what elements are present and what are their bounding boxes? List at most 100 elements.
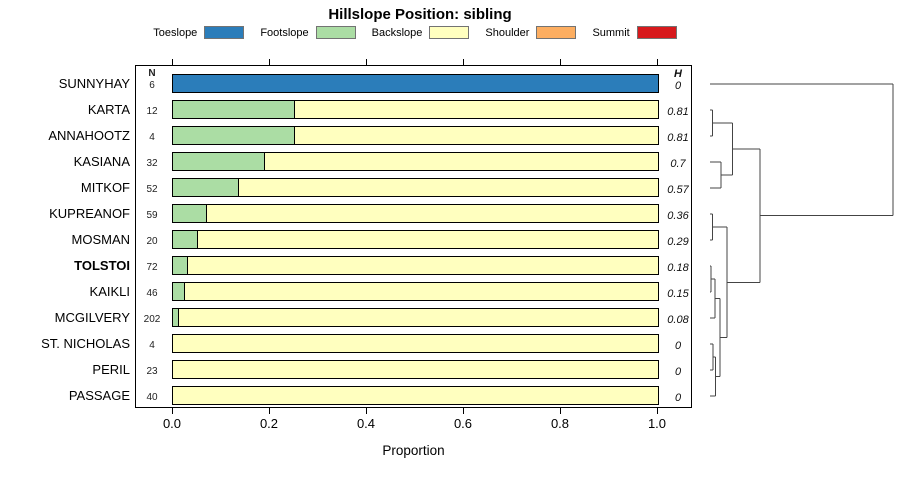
x-tick-top [560, 59, 561, 65]
bar-segment-backslope [238, 179, 658, 196]
n-column-header: N [148, 68, 156, 79]
legend: Toeslope Footslope Backslope Shoulder Summit [120, 26, 710, 39]
n-value: 20 [146, 236, 158, 247]
x-tick-bottom [269, 408, 270, 414]
legend-item: Toeslope [153, 26, 245, 39]
h-value: 0.08 [667, 314, 689, 326]
category-label: KUPREANOF [49, 206, 130, 221]
legend-label: Shoulder [485, 26, 530, 39]
n-value: 72 [146, 262, 158, 273]
h-value: 0.15 [667, 288, 689, 300]
bar-row [172, 74, 659, 93]
h-value: 0.36 [667, 210, 689, 222]
category-label: SUNNYHAY [58, 76, 130, 91]
x-tick-label: 0.4 [356, 416, 376, 431]
x-tick-bottom [657, 408, 658, 414]
bar-row [172, 308, 659, 327]
x-tick-label: 0.0 [162, 416, 182, 431]
bar-segment-backslope [173, 335, 658, 352]
n-value: 59 [146, 210, 158, 221]
legend-swatch-summit-icon [636, 26, 677, 39]
bar-row [172, 178, 659, 197]
bar-segment-footslope [173, 101, 295, 118]
bar-row [172, 100, 659, 119]
h-value: 0.18 [667, 262, 689, 274]
legend-swatch-backslope-icon [429, 26, 470, 39]
x-tick-top [172, 59, 173, 65]
n-value: 4 [149, 340, 155, 351]
bar-row [172, 230, 659, 249]
n-value: 12 [146, 106, 158, 117]
bar-row [172, 360, 659, 379]
legend-item: Backslope [372, 26, 470, 39]
bar-segment-backslope [186, 257, 658, 274]
n-value: 52 [146, 184, 158, 195]
h-column-header: H [674, 68, 682, 80]
x-tick-bottom [366, 408, 367, 414]
category-label: KARTA [87, 102, 130, 117]
bar-segment-backslope [177, 309, 658, 326]
bar-row [172, 334, 659, 353]
category-label: PERIL [92, 362, 130, 377]
bar-segment-footslope [173, 231, 198, 248]
x-tick-bottom [172, 408, 173, 414]
x-tick-top [269, 59, 270, 65]
bar-segment-footslope [173, 205, 206, 222]
bar-segment-backslope [294, 101, 658, 118]
bar-row [172, 282, 659, 301]
bar-segment-backslope [205, 205, 658, 222]
bar-segment-backslope [294, 127, 658, 144]
category-label: MCGILVERY [54, 310, 130, 325]
bar-segment-backslope [173, 361, 658, 378]
category-label: PASSAGE [68, 388, 130, 403]
x-tick-label: 0.2 [259, 416, 279, 431]
bar-row [172, 126, 659, 145]
x-tick-top [366, 59, 367, 65]
x-tick-label: 1.0 [647, 416, 667, 431]
category-label: ANNAHOOTZ [48, 128, 130, 143]
n-value: 32 [146, 158, 158, 169]
bar-segment-backslope [183, 283, 658, 300]
bar-segment-backslope [264, 153, 658, 170]
legend-item: Footslope [260, 26, 356, 39]
bar-segment-toeslope [173, 75, 658, 92]
x-axis-title: Proportion [382, 443, 445, 458]
bar-row [172, 256, 659, 275]
h-value: 0 [674, 392, 682, 404]
h-value: 0.7 [670, 158, 686, 170]
bar-segment-backslope [173, 387, 658, 404]
h-value: 0 [674, 80, 682, 92]
legend-item: Summit [592, 26, 677, 39]
x-tick-top [657, 59, 658, 65]
legend-swatch-toeslope-icon [204, 26, 245, 39]
legend-swatch-footslope-icon [315, 26, 356, 39]
bar-segment-footslope [173, 153, 265, 170]
n-value: 202 [143, 314, 161, 325]
n-value: 23 [146, 366, 158, 377]
n-value: 46 [146, 288, 158, 299]
n-value: 40 [146, 392, 158, 403]
x-tick-bottom [463, 408, 464, 414]
category-label: TOLSTOI [74, 258, 130, 273]
bar-segment-footslope [173, 309, 178, 326]
category-label: KASIANA [73, 154, 130, 169]
legend-label: Summit [592, 26, 630, 39]
bar-segment-footslope [173, 127, 295, 144]
bar-row [172, 204, 659, 223]
h-value: 0 [674, 366, 682, 378]
x-tick-top [463, 59, 464, 65]
h-value: 0.29 [667, 236, 689, 248]
bar-row [172, 152, 659, 171]
h-value: 0.57 [667, 184, 689, 196]
legend-label: Footslope [260, 26, 309, 39]
category-label: KAIKLI [89, 284, 130, 299]
h-value: 0 [674, 340, 682, 352]
plot-area [135, 65, 692, 408]
x-tick-label: 0.6 [453, 416, 473, 431]
chart-title: Hillslope Position: sibling [328, 6, 512, 23]
legend-item: Shoulder [485, 26, 577, 39]
x-tick-label: 0.8 [550, 416, 570, 431]
bar-segment-backslope [197, 231, 658, 248]
legend-label: Backslope [371, 26, 423, 39]
